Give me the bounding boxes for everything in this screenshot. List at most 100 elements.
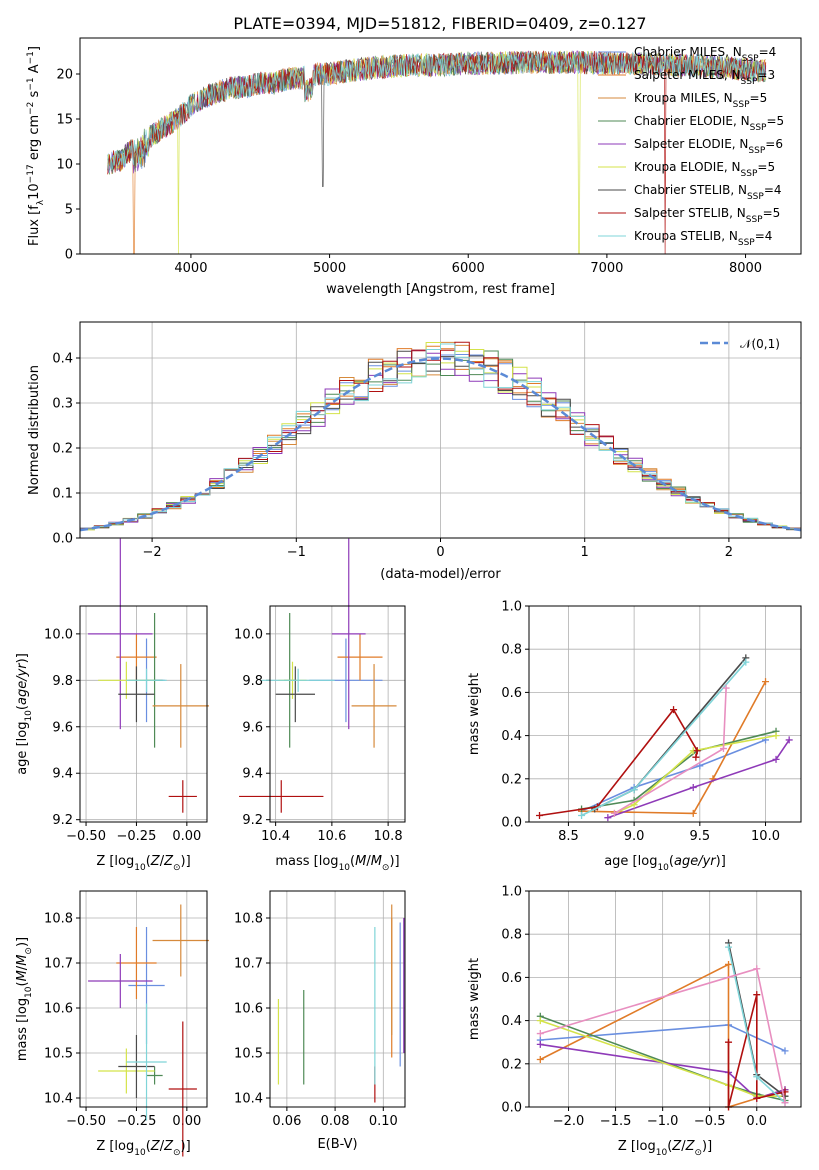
y-tick-label: 9.2: [242, 813, 263, 828]
x-tick-label: 10.6: [317, 829, 346, 844]
x-tick-label: 0.00: [172, 1114, 201, 1129]
legend-entry: Kroupa STELIB, NSSP=4: [634, 229, 772, 248]
y-tick-label: 0.0: [501, 816, 522, 831]
y-axis-label: mass [log10(M/M⊙)]: [15, 937, 34, 1061]
y-tick-label: 15: [56, 113, 73, 128]
weight-marker: [753, 1094, 761, 1102]
x-tick-label: 2: [725, 545, 733, 560]
x-tick-label: 5000: [313, 261, 346, 276]
y-tick-label: 9.8: [52, 674, 73, 689]
legend: Chabrier MILES, NSSP=4 Salpeter MILES, NS…: [598, 45, 784, 248]
legend-entry: Kroupa MILES, NSSP=5: [634, 91, 767, 110]
x-axis-label: Z [log10(Z/Z⊙)]: [96, 854, 190, 873]
legend-entry: Salpeter MILES, NSSP=3: [634, 68, 775, 87]
weight-marker: [725, 960, 733, 968]
y-tick-label: 10.4: [44, 1092, 73, 1107]
x-tick-label: 0: [436, 545, 444, 560]
x-tick-label: −1.0: [647, 1114, 679, 1129]
y-tick-label: 1.0: [501, 885, 522, 900]
weight-z-axes: −2.0 −1.5 −1.0 −0.5 0.0 0.0 0.2 0.4 0.6 0.8 1.0: [501, 885, 801, 1129]
y-tick-label: 10.6: [234, 1002, 263, 1017]
x-tick-label: 0.06: [272, 1114, 301, 1129]
y-tick-label: 5: [65, 203, 73, 218]
y-tick-label: 20: [56, 68, 73, 83]
weight-line: [581, 739, 766, 812]
x-tick-label: −2: [143, 545, 162, 560]
x-tick-label: −1: [287, 545, 306, 560]
y-axis-label: mass weight: [467, 673, 482, 755]
y-tick-label: 10.0: [44, 627, 73, 642]
weight-marker: [719, 745, 727, 753]
age-mass-axes: 10.4 10.6 10.8 9.2 9.4 9.6 9.8 10.0: [234, 606, 405, 844]
axes-frame: [528, 605, 802, 823]
weight-line: [540, 1019, 785, 1097]
x-axis-label: Z [log10(Z/Z⊙)]: [96, 1139, 190, 1158]
y-tick-label: 0.6: [501, 686, 522, 701]
weight-marker: [722, 684, 730, 692]
axes-frame: [79, 321, 802, 539]
weight-line: [613, 688, 727, 815]
weight-marker: [536, 1017, 544, 1025]
x-axis-label: age [log10(age/yr)]: [604, 854, 726, 873]
histogram-step: [80, 343, 801, 530]
weight-marker: [762, 678, 770, 686]
weight-age-axes: 8.5 9.0 9.5 10.0 0.0 0.2 0.4 0.6 0.8 1.0: [501, 600, 801, 844]
y-tick-label: 0.0: [501, 1101, 522, 1116]
weight-marker: [725, 943, 733, 951]
legend-entry: 𝒩(0,1): [740, 337, 780, 351]
x-tick-label: 10.0: [751, 829, 780, 844]
y-tick-label: 10: [56, 158, 73, 173]
x-tick-label: 0.08: [321, 1114, 350, 1129]
y-tick-label: 0.8: [501, 643, 522, 658]
legend-entry: Chabrier ELODIE, NSSP=5: [634, 114, 784, 133]
axes-frame: [79, 605, 208, 823]
weight-line: [581, 681, 767, 815]
weight-marker: [689, 783, 697, 791]
x-tick-label: 6000: [452, 261, 485, 276]
weight-marker: [610, 809, 618, 817]
weight-marker: [781, 1099, 789, 1107]
y-tick-label: 10.4: [234, 1092, 263, 1107]
x-tick-label: 8.5: [558, 829, 579, 844]
normal-curve: [79, 357, 802, 532]
axes-frame: [269, 605, 406, 823]
y-tick-label: 9.6: [52, 720, 73, 735]
x-tick-label: 10.8: [374, 829, 403, 844]
histogram-axes-marks: [79, 341, 802, 532]
weight-line: [614, 734, 777, 815]
x-tick-label: −0.50: [66, 829, 106, 844]
y-tick-label: 0.4: [52, 352, 73, 367]
weight-marker: [578, 812, 586, 820]
weight-marker: [725, 1038, 733, 1046]
y-tick-label: 0.4: [501, 729, 522, 744]
x-tick-label: −0.50: [66, 1114, 106, 1129]
x-tick-label: 0.0: [746, 1114, 767, 1129]
y-axis-label: Normed distribution: [27, 365, 42, 495]
weight-marker: [604, 814, 612, 822]
x-tick-label: −2.0: [553, 1114, 585, 1129]
x-tick-label: 9.5: [689, 829, 710, 844]
y-tick-label: 0.8: [501, 928, 522, 943]
y-tick-label: 9.4: [242, 767, 263, 782]
y-tick-label: 10.7: [234, 957, 263, 972]
y-axis-label: Flux [fλ10−17 erg cm−2 s−1 A−1]: [26, 46, 46, 246]
mass-ebv-axes-marks: [277, 904, 405, 1103]
x-tick-label: 7000: [590, 261, 623, 276]
weight-marker: [772, 755, 780, 763]
axes-frame: [269, 890, 406, 1108]
legend-entry: Salpeter ELODIE, NSSP=6: [634, 137, 783, 156]
x-tick-label: −0.25: [117, 829, 157, 844]
x-axis-label: mass [log10(M/M⊙)]: [275, 854, 399, 873]
spectrum-line: [107, 50, 767, 173]
x-axis-label: wavelength [Angstrom, rest frame]: [326, 282, 555, 297]
axes-frame: [79, 890, 208, 1108]
mass-z-axes-marks: [88, 904, 210, 1157]
weight-marker: [693, 747, 701, 755]
weight-marker: [781, 1047, 789, 1055]
x-tick-label: −1.5: [600, 1114, 632, 1129]
weight-line: [540, 1043, 786, 1100]
y-tick-label: 1.0: [501, 600, 522, 615]
weight-marker: [753, 991, 761, 999]
y-tick-label: 0: [65, 248, 73, 263]
x-axis-label: E(B-V): [317, 1137, 357, 1152]
